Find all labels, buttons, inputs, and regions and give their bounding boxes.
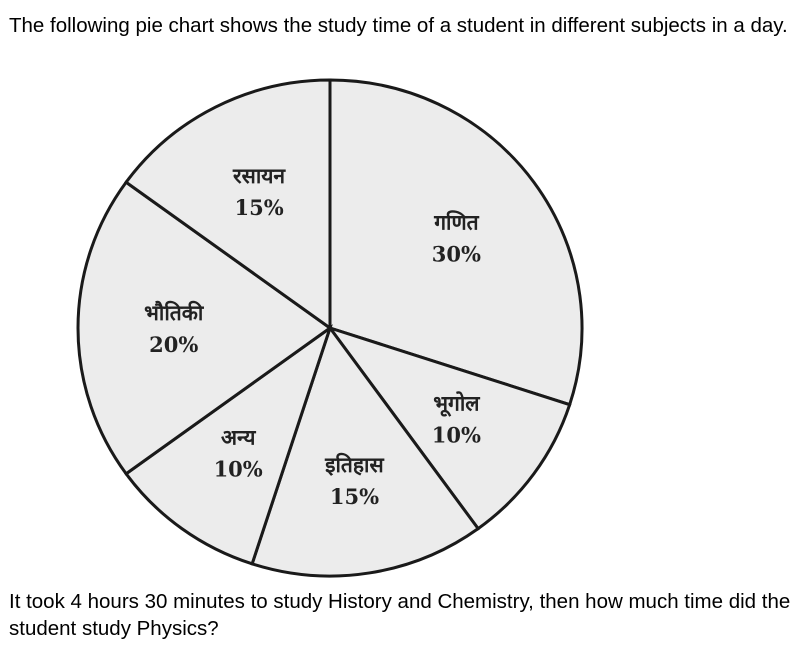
slice-value-label: 30%	[432, 242, 481, 267]
slice-label: अन्य	[221, 424, 256, 449]
question-intro: The following pie chart shows the study …	[9, 14, 788, 37]
pie-slice	[250, 324, 481, 578]
slice-label: रसायन	[232, 163, 286, 188]
slice-value-label: 10%	[214, 456, 263, 481]
pie-slice	[124, 324, 333, 566]
slice-value-label: 15%	[234, 195, 283, 220]
slice-label: भौतिकी	[144, 300, 205, 325]
slice-value-label: 10%	[432, 422, 481, 447]
pie-slice	[76, 180, 333, 476]
slice-label: इतिहास	[324, 452, 384, 477]
pie-slice	[326, 325, 572, 531]
slice-value-label: 20%	[149, 332, 198, 357]
pie-slice	[124, 78, 332, 331]
pie-slice	[328, 78, 584, 407]
slice-value-label: 15%	[330, 484, 379, 509]
slice-label: गणित	[433, 210, 479, 235]
slice-label: भूगोल	[433, 390, 480, 417]
question-text: It took 4 hours 30 minutes to study Hist…	[9, 590, 791, 640]
